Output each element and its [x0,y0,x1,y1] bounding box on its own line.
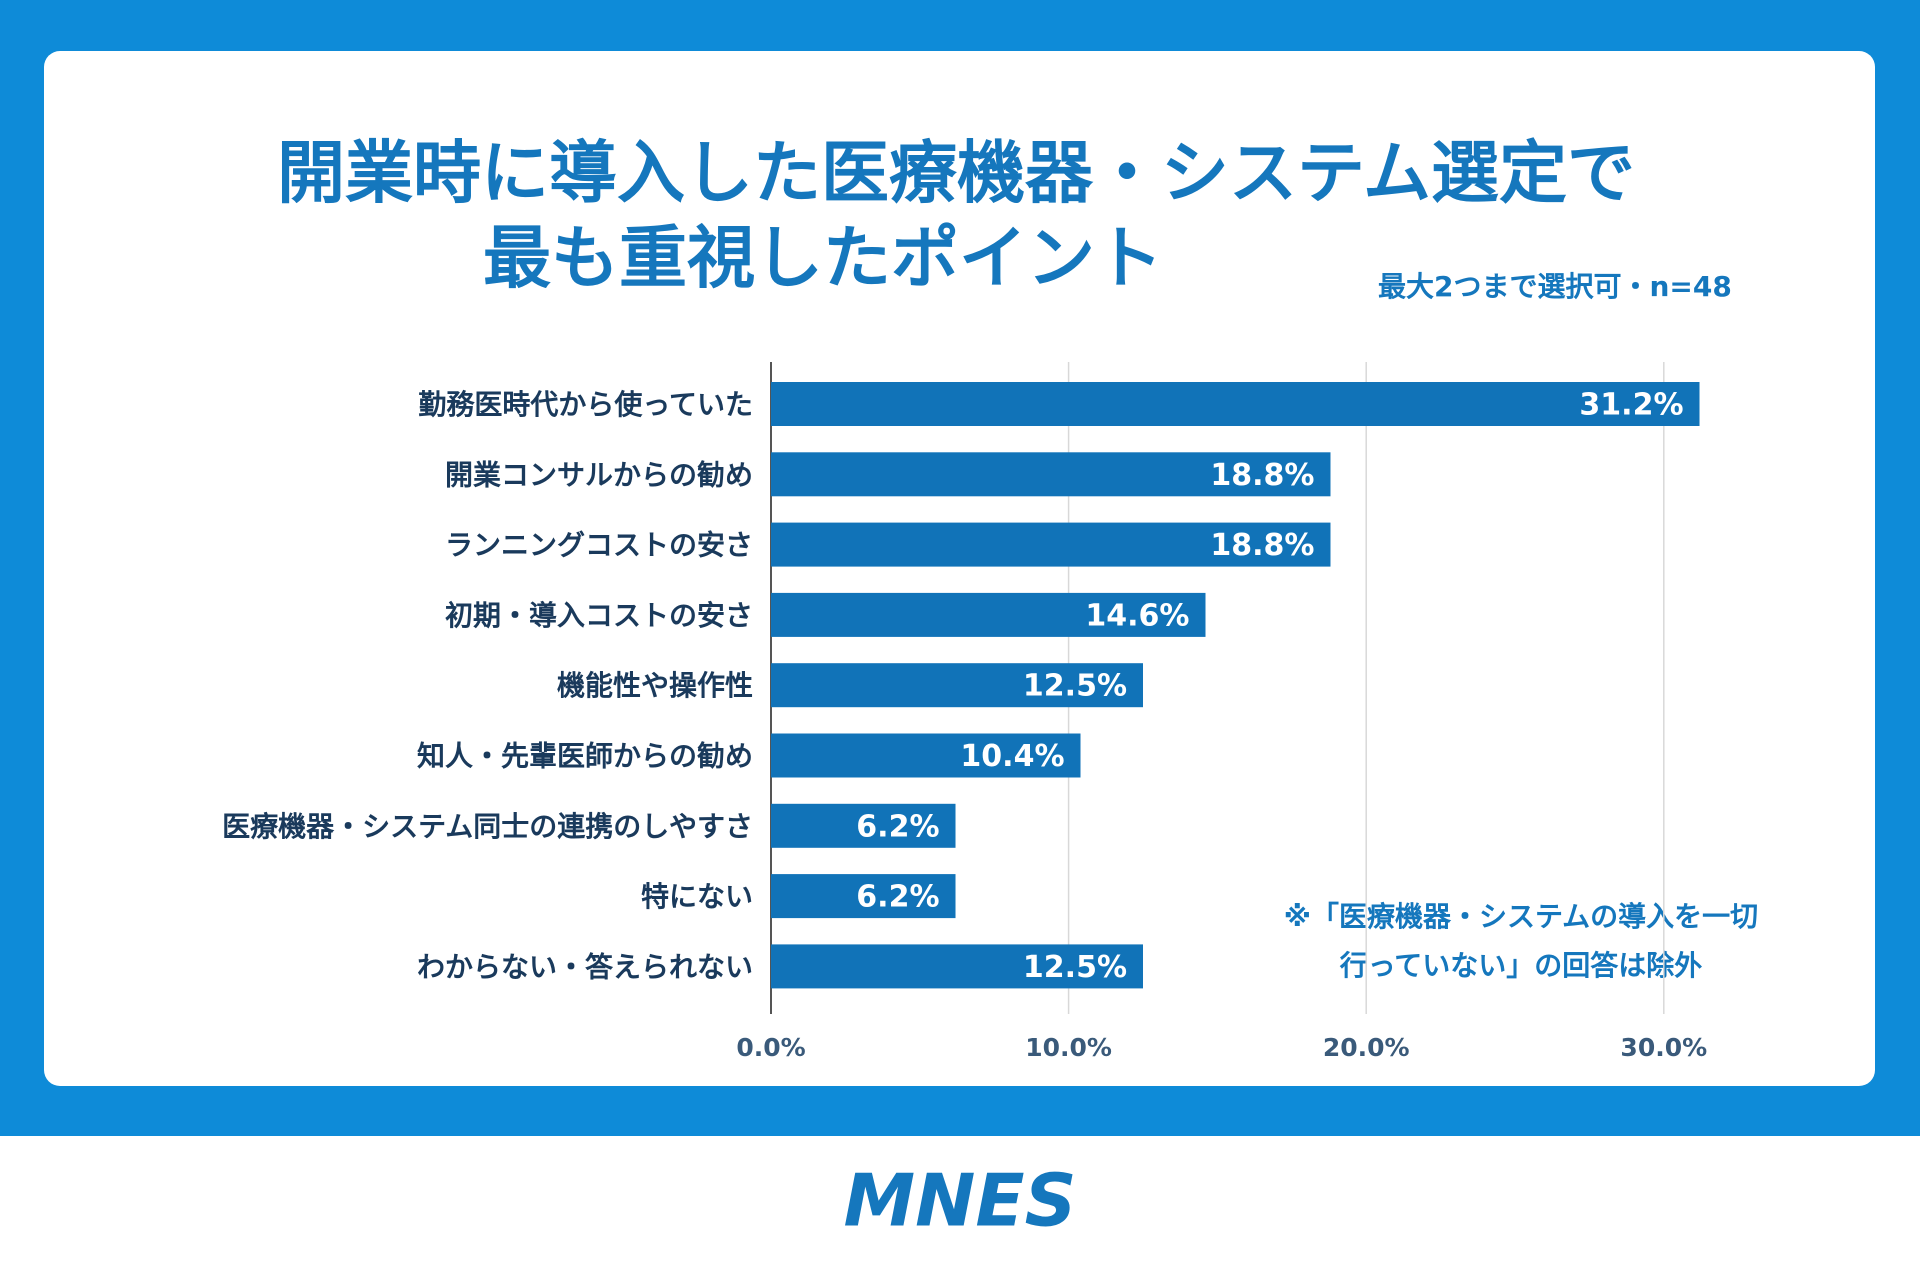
bar [771,522,1331,567]
category-label: 医療機器・システム同士の連携のしやすさ [222,810,753,843]
x-tick-label: 0.0% [736,1033,805,1062]
chart-title: 最も重視したポイント [483,220,1163,299]
bar [771,944,1143,989]
value-label: 14.6% [1085,598,1189,633]
value-label: 6.2% [856,880,939,915]
value-label: 6.2% [856,809,939,844]
category-label: ランニングコストの安さ [445,529,753,562]
chart-subtitle: 最大2つまで選択可・n=48 [1378,270,1732,303]
value-label: 12.5% [1023,669,1127,704]
bar [771,803,956,848]
bar [771,382,1700,426]
value-label: 31.2% [1579,388,1683,423]
bar [771,874,956,919]
category-label: わからない・答えられない [417,950,753,983]
x-tick-label: 10.0% [1025,1033,1112,1062]
category-label: 知人・先輩医師からの勧め [417,740,753,773]
chart-title: 開業時に導入した医療機器・システム選定で [277,135,1635,214]
card [44,51,1875,1086]
value-label: 18.8% [1210,458,1314,493]
value-label: 10.4% [960,739,1064,774]
annotation: ※「医療機器・システムの導入を一切 [1284,900,1758,933]
bar [771,452,1331,497]
category-label: 開業コンサルからの勧め [445,458,753,491]
footer [0,1136,1920,1280]
value-label: 18.8% [1210,528,1314,563]
value-label: 12.5% [1023,950,1127,985]
category-label: 初期・導入コストの安さ [445,599,753,632]
bar [771,663,1143,708]
bar [771,733,1081,778]
logo: MNES [844,1159,1077,1243]
x-tick-label: 30.0% [1620,1033,1707,1062]
category-label: 勤務医時代から使っていた [418,388,753,421]
category-label: 特にない [641,880,753,913]
x-tick-label: 20.0% [1323,1033,1410,1062]
category-label: 機能性や操作性 [557,669,753,702]
bar [771,592,1206,637]
annotation: 行っていない」の回答は除外 [1339,949,1703,982]
